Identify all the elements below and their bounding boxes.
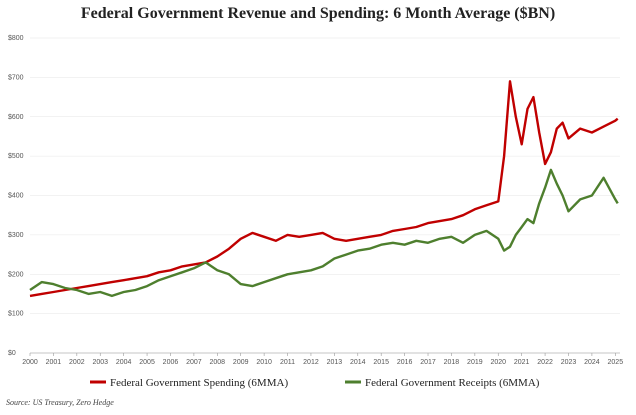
x-tick-label: 2022 (537, 359, 553, 366)
x-tick-label: 2000 (22, 359, 38, 366)
x-tick-label: 2018 (444, 359, 460, 366)
series-line (29, 80, 619, 298)
x-tick-label: 2001 (46, 359, 62, 366)
x-tick-label: 2011 (280, 359, 295, 366)
chart-title: Federal Government Revenue and Spending:… (81, 5, 555, 22)
y-tick-label: $100 (8, 311, 24, 318)
x-tick-label: 2024 (584, 359, 600, 366)
x-tick-label: 2017 (420, 359, 436, 366)
y-tick-label: $600 (8, 114, 24, 121)
x-tick-label: 2025 (608, 359, 624, 366)
y-tick-label: $0 (8, 350, 16, 357)
x-tick-label: 2003 (92, 359, 108, 366)
x-tick-label: 2009 (233, 359, 249, 366)
x-tick-label: 2023 (561, 359, 577, 366)
y-tick-label: $700 (8, 74, 24, 81)
y-tick-label: $800 (8, 35, 24, 42)
legend-label: Federal Government Spending (6MMA) (110, 377, 288, 389)
x-tick-label: 2013 (327, 359, 343, 366)
y-tick-label: $400 (8, 193, 24, 200)
y-tick-label: $300 (8, 232, 24, 239)
x-tick-label: 2020 (490, 359, 506, 366)
x-tick-label: 2021 (514, 359, 530, 366)
x-tick-label: 2002 (69, 359, 85, 366)
x-tick-label: 2012 (303, 359, 319, 366)
x-tick-label: 2007 (186, 359, 202, 366)
x-tick-label: 2006 (163, 359, 179, 366)
legend-label: Federal Government Receipts (6MMA) (365, 377, 540, 389)
x-tick-label: 2019 (467, 359, 483, 366)
x-tick-label: 2014 (350, 359, 366, 366)
y-tick-label: $200 (8, 271, 24, 278)
series-line (29, 168, 619, 298)
x-tick-label: 2016 (397, 359, 413, 366)
x-tick-label: 2008 (210, 359, 226, 366)
source: Source: US Treasury, Zero Hedge (6, 398, 114, 407)
x-tick-label: 2015 (373, 359, 389, 366)
x-tick-label: 2010 (256, 359, 272, 366)
y-tick-label: $500 (8, 153, 24, 160)
x-tick-label: 2005 (139, 359, 155, 366)
x-tick-label: 2004 (116, 359, 132, 366)
